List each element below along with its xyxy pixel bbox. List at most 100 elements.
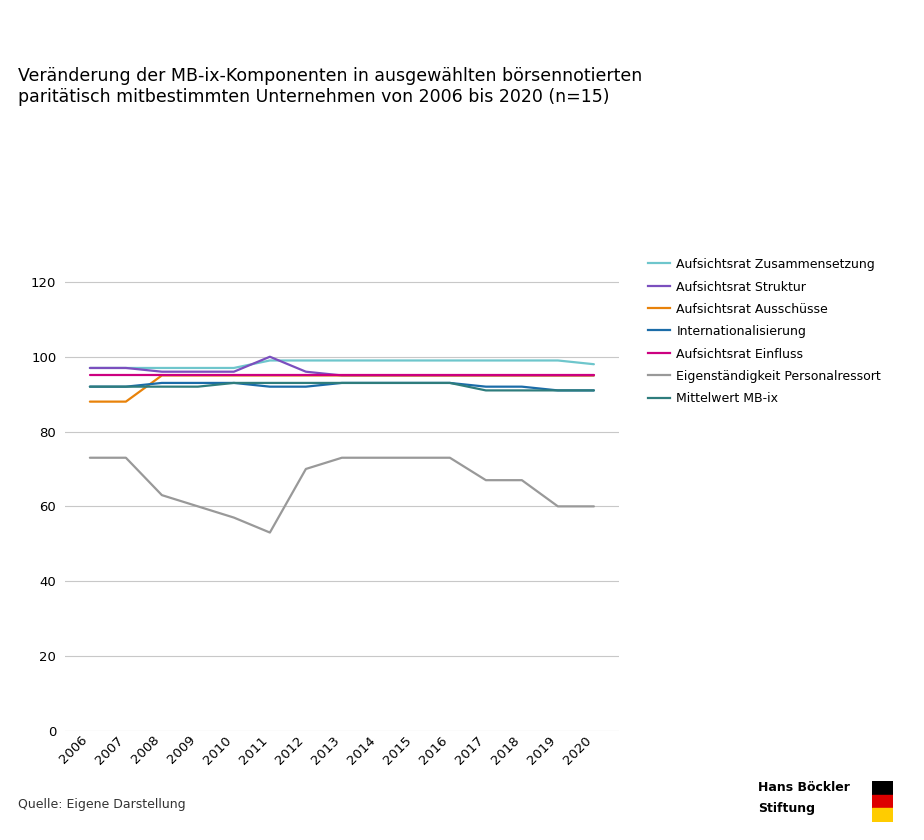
- Aufsichtsrat Einfluss: [192, 370, 203, 381]
- Aufsichtsrat Einfluss: [444, 370, 456, 381]
- Mittelwert MB-ix: [336, 378, 347, 388]
- Eigenständigkeit Personalressort: [372, 453, 383, 463]
- Aufsichtsrat Ausschüsse: [517, 370, 528, 381]
- Aufsichtsrat Zusammensetzung: [336, 355, 347, 365]
- Internationalisierung: [553, 386, 564, 396]
- Internationalisierung: [408, 378, 419, 388]
- Aufsichtsrat Struktur: [300, 366, 311, 376]
- Aufsichtsrat Zusammensetzung: [517, 355, 528, 365]
- Aufsichtsrat Struktur: [336, 370, 347, 381]
- Aufsichtsrat Ausschüsse: [408, 370, 419, 381]
- Internationalisierung: [264, 381, 275, 391]
- Aufsichtsrat Ausschüsse: [444, 370, 456, 381]
- Aufsichtsrat Ausschüsse: [336, 370, 347, 381]
- Eigenständigkeit Personalressort: [192, 501, 203, 512]
- Mittelwert MB-ix: [408, 378, 419, 388]
- Aufsichtsrat Ausschüsse: [264, 370, 275, 381]
- Aufsichtsrat Struktur: [192, 366, 203, 376]
- Mittelwert MB-ix: [444, 378, 456, 388]
- Aufsichtsrat Struktur: [408, 370, 419, 381]
- Aufsichtsrat Zusammensetzung: [480, 355, 492, 365]
- Mittelwert MB-ix: [589, 386, 600, 396]
- Legend: Aufsichtsrat Zusammensetzung, Aufsichtsrat Struktur, Aufsichtsrat Ausschüsse, In: Aufsichtsrat Zusammensetzung, Aufsichtsr…: [648, 258, 881, 406]
- Aufsichtsrat Struktur: [517, 370, 528, 381]
- Aufsichtsrat Struktur: [372, 370, 383, 381]
- Text: Quelle: Eigene Darstellung: Quelle: Eigene Darstellung: [18, 798, 186, 811]
- Eigenständigkeit Personalressort: [480, 475, 492, 486]
- Line: Aufsichtsrat Zusammensetzung: Aufsichtsrat Zusammensetzung: [90, 360, 594, 368]
- Mittelwert MB-ix: [372, 378, 383, 388]
- Aufsichtsrat Struktur: [589, 370, 600, 381]
- Aufsichtsrat Zusammensetzung: [553, 355, 564, 365]
- Aufsichtsrat Struktur: [228, 366, 239, 376]
- Aufsichtsrat Ausschüsse: [480, 370, 492, 381]
- Internationalisierung: [480, 381, 492, 391]
- Aufsichtsrat Ausschüsse: [228, 370, 239, 381]
- Aufsichtsrat Ausschüsse: [553, 370, 564, 381]
- Mittelwert MB-ix: [192, 381, 203, 391]
- Aufsichtsrat Einfluss: [84, 370, 95, 381]
- Mittelwert MB-ix: [300, 378, 311, 388]
- Eigenständigkeit Personalressort: [517, 475, 528, 486]
- Bar: [872, 795, 893, 808]
- Aufsichtsrat Zusammensetzung: [372, 355, 383, 365]
- Aufsichtsrat Ausschüsse: [589, 370, 600, 381]
- Eigenständigkeit Personalressort: [408, 453, 419, 463]
- Aufsichtsrat Ausschüsse: [156, 370, 167, 381]
- Aufsichtsrat Ausschüsse: [120, 396, 131, 407]
- Bar: [872, 781, 893, 795]
- Mittelwert MB-ix: [480, 386, 492, 396]
- Eigenständigkeit Personalressort: [553, 501, 564, 512]
- Eigenständigkeit Personalressort: [300, 464, 311, 474]
- Line: Internationalisierung: Internationalisierung: [90, 383, 594, 391]
- Aufsichtsrat Zusammensetzung: [300, 355, 311, 365]
- Mittelwert MB-ix: [264, 378, 275, 388]
- Text: Stiftung: Stiftung: [758, 802, 815, 815]
- Eigenständigkeit Personalressort: [228, 512, 239, 522]
- Line: Mittelwert MB-ix: Mittelwert MB-ix: [90, 383, 594, 391]
- Aufsichtsrat Einfluss: [120, 370, 131, 381]
- Aufsichtsrat Struktur: [84, 363, 95, 373]
- Aufsichtsrat Einfluss: [372, 370, 383, 381]
- Aufsichtsrat Ausschüsse: [372, 370, 383, 381]
- Aufsichtsrat Einfluss: [589, 370, 600, 381]
- Line: Eigenständigkeit Personalressort: Eigenständigkeit Personalressort: [90, 458, 594, 533]
- Internationalisierung: [300, 381, 311, 391]
- Aufsichtsrat Zusammensetzung: [84, 363, 95, 373]
- Text: Hans Böckler: Hans Böckler: [758, 781, 849, 794]
- Aufsichtsrat Einfluss: [480, 370, 492, 381]
- Aufsichtsrat Einfluss: [517, 370, 528, 381]
- Aufsichtsrat Zusammensetzung: [444, 355, 456, 365]
- Mittelwert MB-ix: [156, 381, 167, 391]
- Eigenständigkeit Personalressort: [156, 490, 167, 500]
- Aufsichtsrat Einfluss: [553, 370, 564, 381]
- Mittelwert MB-ix: [553, 386, 564, 396]
- Aufsichtsrat Struktur: [444, 370, 456, 381]
- Aufsichtsrat Einfluss: [408, 370, 419, 381]
- Mittelwert MB-ix: [84, 381, 95, 391]
- Aufsichtsrat Struktur: [156, 366, 167, 376]
- Internationalisierung: [336, 378, 347, 388]
- Internationalisierung: [120, 381, 131, 391]
- Aufsichtsrat Zusammensetzung: [156, 363, 167, 373]
- Eigenständigkeit Personalressort: [444, 453, 456, 463]
- Internationalisierung: [228, 378, 239, 388]
- Aufsichtsrat Struktur: [120, 363, 131, 373]
- Mittelwert MB-ix: [228, 378, 239, 388]
- Aufsichtsrat Einfluss: [264, 370, 275, 381]
- Eigenständigkeit Personalressort: [84, 453, 95, 463]
- Aufsichtsrat Einfluss: [228, 370, 239, 381]
- Aufsichtsrat Zusammensetzung: [408, 355, 419, 365]
- Internationalisierung: [444, 378, 456, 388]
- Internationalisierung: [589, 386, 600, 396]
- Aufsichtsrat Zusammensetzung: [589, 360, 600, 370]
- Eigenständigkeit Personalressort: [120, 453, 131, 463]
- Line: Aufsichtsrat Ausschüsse: Aufsichtsrat Ausschüsse: [90, 375, 594, 402]
- Aufsichtsrat Ausschüsse: [192, 370, 203, 381]
- Aufsichtsrat Zusammensetzung: [192, 363, 203, 373]
- Aufsichtsrat Struktur: [480, 370, 492, 381]
- Internationalisierung: [156, 378, 167, 388]
- Eigenständigkeit Personalressort: [264, 528, 275, 538]
- Aufsichtsrat Einfluss: [300, 370, 311, 381]
- Aufsichtsrat Struktur: [553, 370, 564, 381]
